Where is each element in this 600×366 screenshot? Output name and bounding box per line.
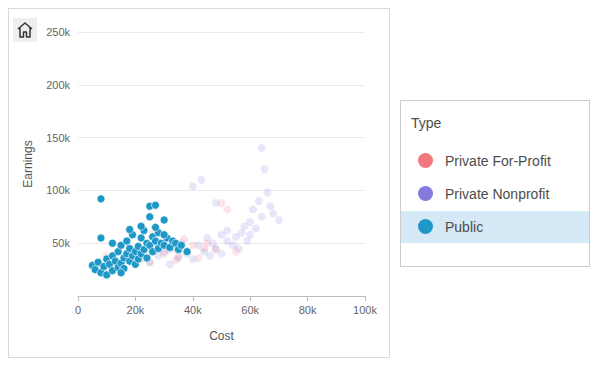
svg-text:100k: 100k bbox=[353, 304, 377, 316]
svg-text:40k: 40k bbox=[184, 304, 202, 316]
svg-text:20k: 20k bbox=[127, 304, 145, 316]
svg-text:150k: 150k bbox=[46, 132, 70, 144]
svg-text:0: 0 bbox=[75, 304, 81, 316]
svg-text:Earnings: Earnings bbox=[21, 140, 35, 187]
svg-text:100k: 100k bbox=[46, 184, 70, 196]
svg-text:50k: 50k bbox=[52, 237, 70, 249]
svg-text:60k: 60k bbox=[241, 304, 259, 316]
html-text:Private For-Profit: Private For-Profit bbox=[445, 153, 551, 169]
svg-text:80k: 80k bbox=[299, 304, 317, 316]
html-text:Type: Type bbox=[411, 115, 442, 131]
svg-text:200k: 200k bbox=[46, 79, 70, 91]
svg-text:Cost: Cost bbox=[209, 329, 234, 343]
html-text:Private Nonprofit: Private Nonprofit bbox=[445, 186, 550, 202]
svg-text:250k: 250k bbox=[46, 26, 70, 38]
html-text:Public: Public bbox=[445, 219, 484, 235]
